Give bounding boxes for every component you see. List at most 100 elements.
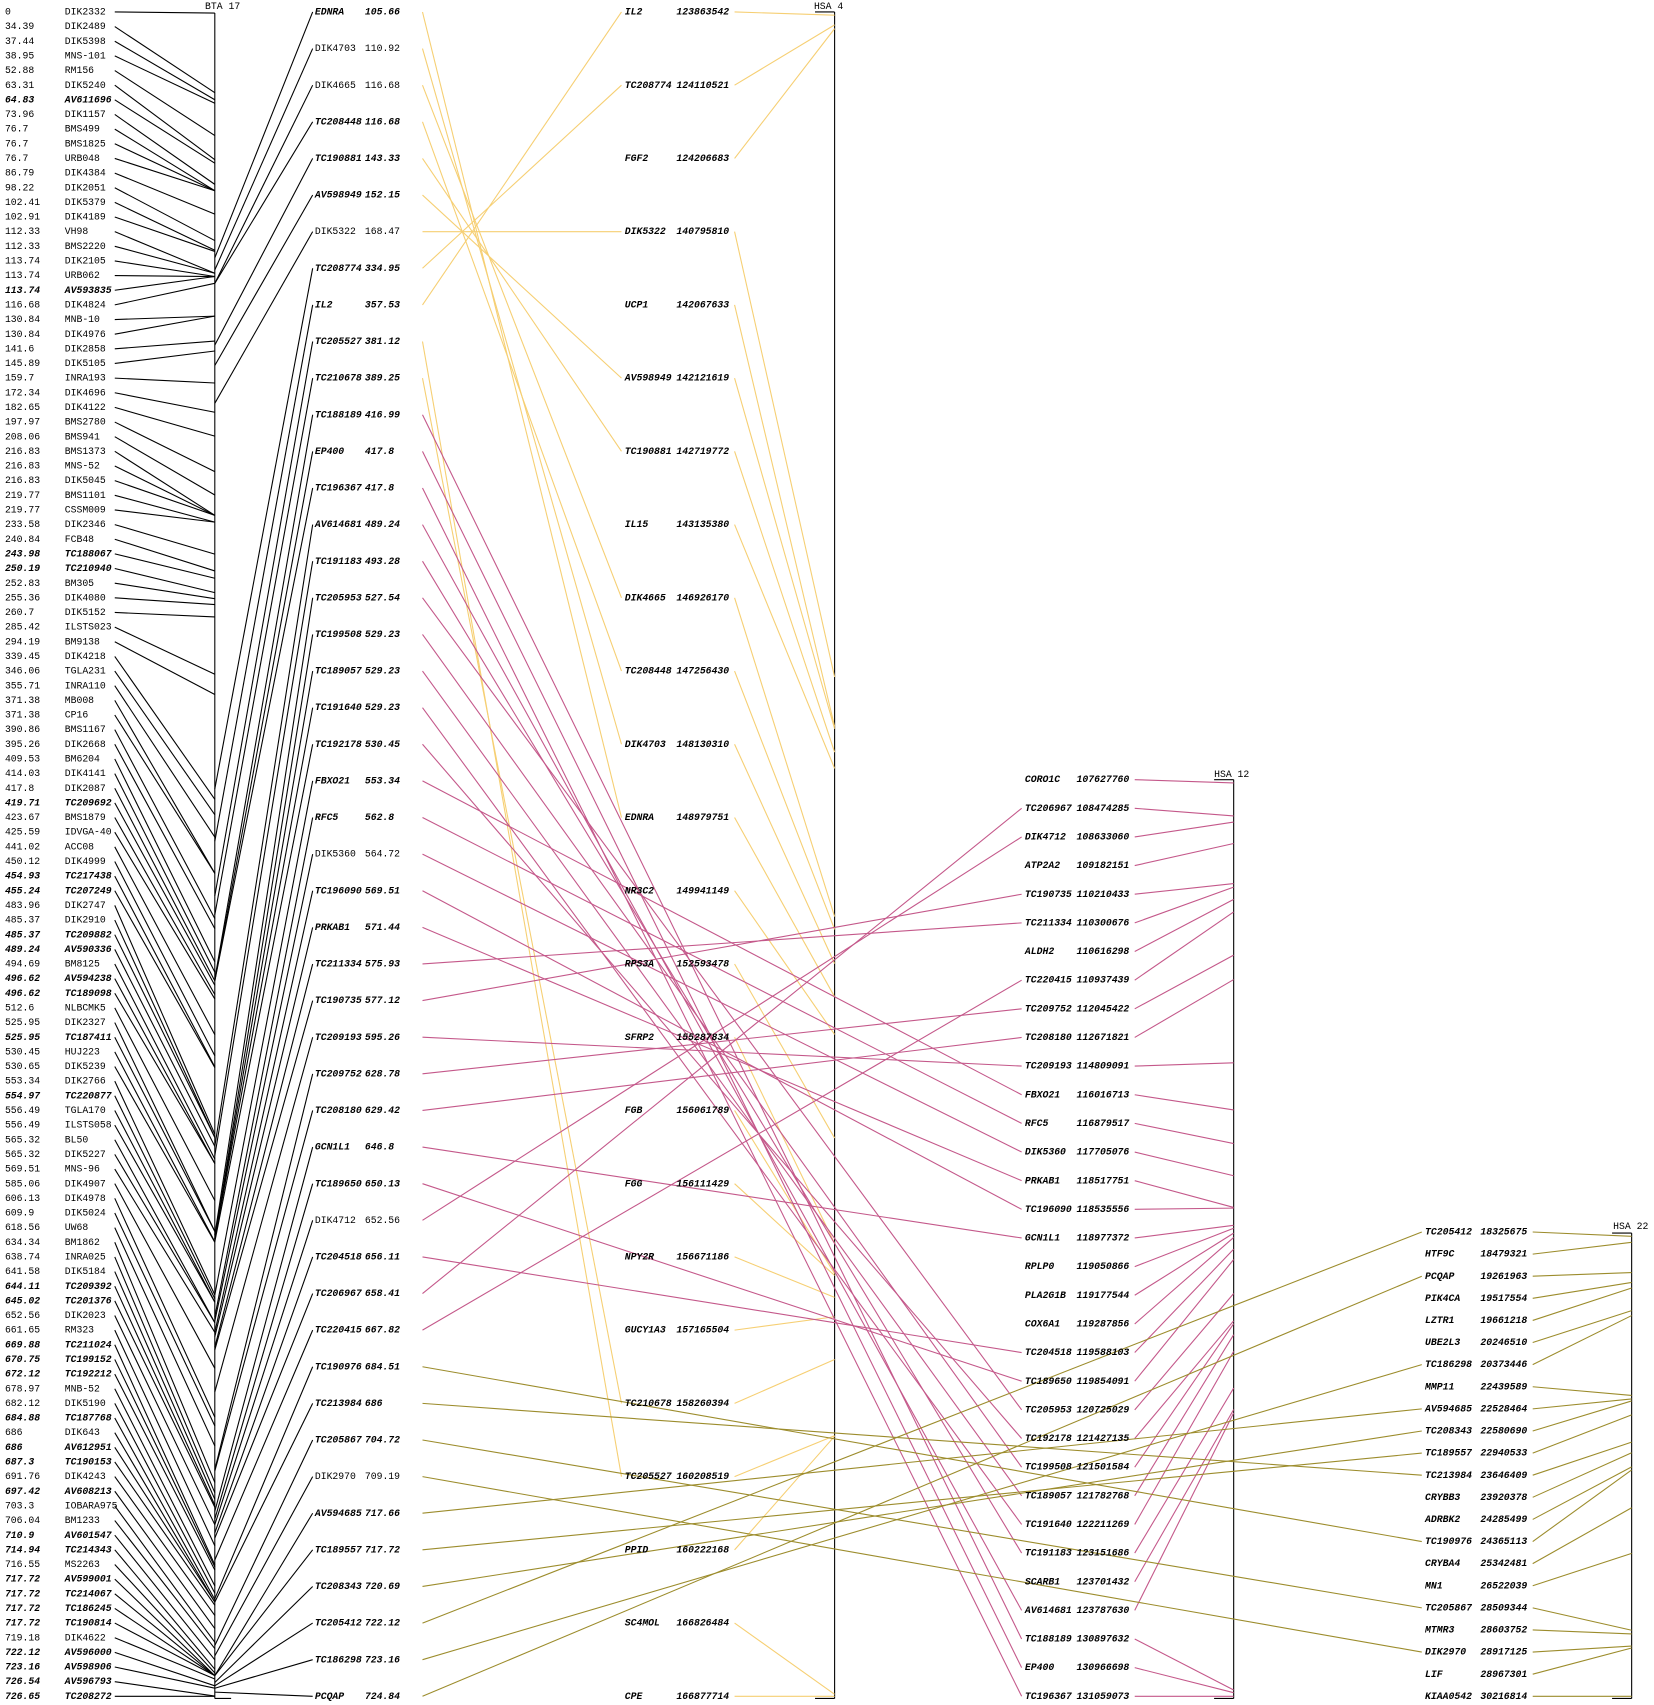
marker-name: BMS1167 xyxy=(65,724,106,735)
marker-name: BL50 xyxy=(65,1134,89,1145)
gene-position: 148130310 xyxy=(676,739,729,750)
gene-connector xyxy=(1134,1409,1235,1582)
gene-connector xyxy=(1532,1281,1632,1299)
chromosome-title: HSA 12 xyxy=(1214,769,1249,780)
gene-connector xyxy=(1134,1207,1234,1210)
marker-name: RM323 xyxy=(65,1325,94,1336)
marker-position: 565.32 xyxy=(5,1134,40,1145)
gene-name: MTMR3 xyxy=(1424,1625,1454,1636)
homology-line xyxy=(422,84,622,269)
gene-position: 156671186 xyxy=(676,1251,729,1262)
marker-connector xyxy=(114,641,216,696)
gene-connector xyxy=(1134,779,1234,784)
comparative-position: 667.82 xyxy=(365,1325,400,1336)
comparative-connector xyxy=(214,231,314,404)
homology-line xyxy=(422,1275,1423,1697)
marker-name: DIK5240 xyxy=(65,80,106,91)
marker-name: TC190153 xyxy=(65,1457,112,1468)
marker-name: BM8125 xyxy=(65,959,100,970)
marker-position: 34.39 xyxy=(5,21,34,32)
gene-position: 119050866 xyxy=(1077,1261,1130,1272)
gene-connector xyxy=(1134,954,1234,1010)
gene-name: MN1 xyxy=(1424,1580,1443,1591)
marker-position: 216.83 xyxy=(5,475,40,486)
marker-connector xyxy=(114,70,216,136)
gene-position: 121501584 xyxy=(1077,1462,1130,1473)
homology-line xyxy=(422,524,1023,1611)
gene-connector xyxy=(1532,1400,1632,1432)
marker-position: 703.3 xyxy=(5,1500,34,1511)
gene-name: CORO1C xyxy=(1025,774,1060,785)
marker-position: 455.24 xyxy=(5,885,40,896)
gene-connector xyxy=(1532,1607,1632,1631)
comparative-connector xyxy=(214,561,314,1156)
marker-position: 219.77 xyxy=(5,490,40,501)
comparative-name: TC205867 xyxy=(315,1435,362,1446)
marker-position: 697.42 xyxy=(5,1486,40,1497)
comparative-position: 709.19 xyxy=(365,1471,400,1482)
marker-name: UW68 xyxy=(65,1222,89,1233)
gene-name: TC205953 xyxy=(1025,1404,1072,1415)
comparative-connector xyxy=(214,1073,314,1470)
comparative-connector xyxy=(214,451,314,981)
homology-line xyxy=(422,1183,1022,1382)
gene-position: 23646409 xyxy=(1480,1470,1527,1481)
marker-position: 182.65 xyxy=(5,402,40,413)
comparative-name: PRKAB1 xyxy=(315,922,350,933)
marker-name: TC220877 xyxy=(65,1090,112,1101)
gene-connector xyxy=(734,597,836,917)
gene-connector xyxy=(1532,1469,1632,1542)
comparative-connector xyxy=(214,487,314,981)
marker-position: 243.98 xyxy=(5,548,40,559)
marker-connector xyxy=(114,465,216,516)
marker-position: 726.65 xyxy=(5,1691,40,1702)
comparative-connector xyxy=(214,341,314,896)
gene-name: DIK4712 xyxy=(1025,832,1066,843)
marker-connector xyxy=(114,315,215,335)
marker-connector xyxy=(114,1271,216,1500)
marker-connector xyxy=(114,1183,216,1369)
comparative-connector xyxy=(214,890,314,1333)
marker-position: 554.97 xyxy=(5,1090,40,1101)
gene-name: TC191183 xyxy=(1025,1548,1072,1559)
gene-connector xyxy=(734,1316,835,1331)
marker-position: 494.69 xyxy=(5,959,40,970)
marker-connector xyxy=(114,1256,216,1493)
marker-name: AV601547 xyxy=(64,1530,112,1541)
gene-position: 146926170 xyxy=(676,592,729,603)
marker-position: 512.6 xyxy=(5,1002,34,1013)
marker-name: DIK2327 xyxy=(65,1017,106,1028)
gene-position: 149941149 xyxy=(676,885,729,896)
marker-name: IDVGA-40 xyxy=(65,827,112,838)
gene-connector xyxy=(734,231,836,678)
marker-position: 684.88 xyxy=(5,1413,40,1424)
gene-connector xyxy=(734,1036,836,1244)
gene-name: DIK5322 xyxy=(625,226,666,237)
marker-connector xyxy=(114,231,216,274)
comparative-connector xyxy=(214,1256,314,1534)
marker-connector xyxy=(114,315,215,321)
comparative-position: 529.23 xyxy=(365,629,400,640)
marker-name: MNB-10 xyxy=(65,314,100,325)
marker-connector xyxy=(114,40,216,101)
comparative-name: TC191640 xyxy=(315,702,362,713)
marker-name: AV594238 xyxy=(64,973,112,984)
marker-position: 565.32 xyxy=(5,1149,40,1160)
gene-connector xyxy=(1532,1272,1632,1277)
gene-connector xyxy=(1532,1414,1632,1454)
gene-name: FBXO21 xyxy=(1025,1089,1060,1100)
gene-name: EDNRA xyxy=(625,812,654,823)
marker-connector xyxy=(114,553,215,579)
gene-connector xyxy=(1134,911,1234,981)
marker-name: AV590336 xyxy=(64,944,112,955)
comparative-connector xyxy=(214,1329,314,1561)
marker-position: 37.44 xyxy=(5,36,34,47)
comparative-name: TC210678 xyxy=(315,373,362,384)
marker-connector xyxy=(114,875,216,1068)
marker-position: 63.31 xyxy=(5,80,34,91)
marker-name: DIK4824 xyxy=(65,299,106,310)
comparative-name: IL2 xyxy=(315,299,333,310)
gene-position: 123863542 xyxy=(676,7,729,18)
gene-name: TC206967 xyxy=(1025,803,1072,814)
gene-name: CRYBA4 xyxy=(1425,1558,1460,1569)
